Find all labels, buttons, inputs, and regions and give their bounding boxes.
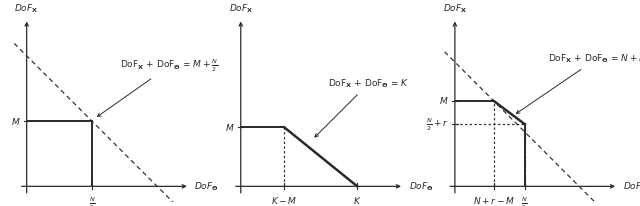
Text: DoF$_\mathbf{\Theta}$: DoF$_\mathbf{\Theta}$ — [408, 180, 433, 193]
Text: $M$: $M$ — [225, 122, 235, 133]
Text: $M$: $M$ — [439, 95, 449, 107]
Text: DoF$_\mathbf{\Theta}$: DoF$_\mathbf{\Theta}$ — [195, 180, 220, 193]
Text: $\frac{N}{2}$: $\frac{N}{2}$ — [522, 195, 528, 206]
Text: DoF$_\mathbf{X}$ + DoF$_\mathbf{\Theta}$ = $K$: DoF$_\mathbf{X}$ + DoF$_\mathbf{\Theta}$… — [315, 77, 409, 137]
Text: DoF$_\mathbf{X}$: DoF$_\mathbf{X}$ — [228, 3, 253, 15]
Text: DoF$_\mathbf{X}$ + DoF$_\mathbf{\Theta}$ = $M + \frac{N}{2}$: DoF$_\mathbf{X}$ + DoF$_\mathbf{\Theta}$… — [97, 58, 218, 117]
Text: $M$: $M$ — [11, 116, 20, 127]
Text: $N+r-M$: $N+r-M$ — [473, 195, 515, 206]
Text: $K-M$: $K-M$ — [271, 195, 298, 206]
Text: $\frac{N}{2}+r$: $\frac{N}{2}+r$ — [426, 116, 449, 132]
Text: DoF$_\mathbf{X}$: DoF$_\mathbf{X}$ — [443, 3, 467, 15]
Text: $K$: $K$ — [353, 195, 362, 206]
Text: $\frac{N}{2}$: $\frac{N}{2}$ — [88, 195, 95, 206]
Text: DoF$_\mathbf{X}$: DoF$_\mathbf{X}$ — [15, 3, 39, 15]
Text: DoF$_\mathbf{X}$ + DoF$_\mathbf{\Theta}$ = $N + r$: DoF$_\mathbf{X}$ + DoF$_\mathbf{\Theta}$… — [516, 53, 640, 114]
Text: DoF$_\mathbf{\Theta}$: DoF$_\mathbf{\Theta}$ — [623, 180, 640, 193]
